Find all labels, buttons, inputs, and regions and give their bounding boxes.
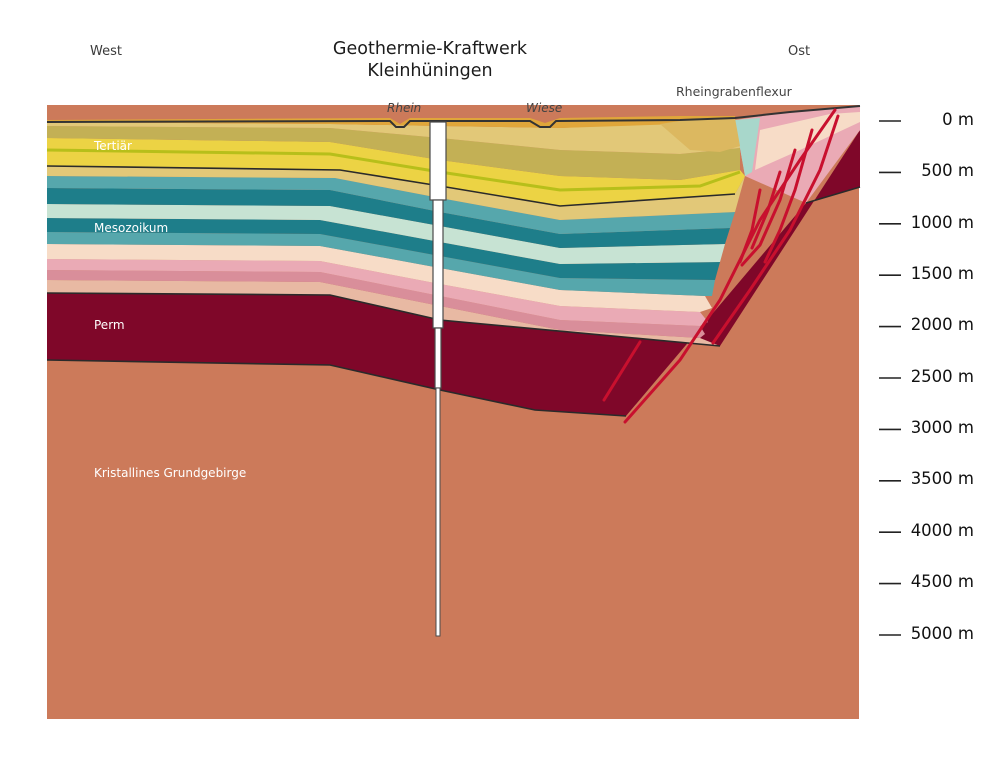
layer-mesozoic-cream [47, 244, 712, 312]
title-line-1: Geothermie-Kraftwerk [332, 39, 528, 59]
layer-label-mesozoikum: Mesozoikum [94, 221, 169, 235]
layer-mesozoic-pink [47, 259, 708, 326]
depth-label-500: 500 m [921, 161, 974, 180]
layer-mesozoic-topteal [47, 176, 735, 234]
depth-label-2000: 2000 m [910, 315, 974, 334]
depth-label-5000: 5000 m [910, 624, 974, 643]
direction-west-label: West [90, 44, 122, 59]
layer-mesozoic-tan [47, 280, 720, 346]
flexure-block-mint [735, 118, 760, 176]
depth-label-4500: 4500 m [910, 572, 974, 591]
borehole-open-hole [435, 387, 441, 637]
surface-flexure-sediment [660, 118, 740, 152]
layer-label-tertiaer: Tertiär [94, 139, 132, 153]
layer-mesozoic-darkteal [47, 218, 720, 280]
depth-label-1500: 1500 m [910, 264, 974, 283]
borehole-mid-casing [432, 199, 444, 329]
layer-mesozoic-midteal [47, 232, 715, 296]
layer-label-perm: Perm [94, 318, 125, 332]
layer-perm [47, 130, 860, 416]
rhein-label: Rhein [387, 101, 422, 115]
layer-mesozoic-upperteal [47, 188, 730, 248]
layer-tertiaer-lower [47, 166, 745, 220]
layer-tertiaer-top [47, 120, 740, 154]
depth-label-1000: 1000 m [910, 213, 974, 232]
tertiaer-green-line [46, 148, 741, 192]
direction-east-label: Ost [788, 44, 811, 59]
borehole [429, 121, 447, 637]
wiese-label: Wiese [526, 101, 563, 115]
layer-label-grundgebirge: Kristallines Grundgebirge [94, 466, 247, 480]
depth-label-3500: 3500 m [910, 469, 974, 488]
fault-lines [602, 108, 840, 424]
layer-mesozoic-mauve [47, 270, 705, 338]
page-title: Geothermie-Kraftwerk Kleinhüningen [330, 38, 530, 82]
borehole-upper-casing [429, 121, 447, 201]
rheingrabenflexur-label: Rheingrabenflexur [676, 84, 792, 99]
depth-ticks [879, 120, 901, 636]
layer-tertiaer-olive [47, 126, 740, 180]
depth-label-2500: 2500 m [910, 367, 974, 386]
borehole-lower-casing [434, 327, 442, 389]
depth-label-4000: 4000 m [910, 521, 974, 540]
title-line-2: Kleinhüningen [367, 61, 493, 81]
depth-label-0: 0 m [942, 110, 974, 129]
depth-label-3000: 3000 m [910, 418, 974, 437]
surface-line [46, 105, 861, 128]
layer-mesozoic-lightgreen [47, 204, 725, 264]
